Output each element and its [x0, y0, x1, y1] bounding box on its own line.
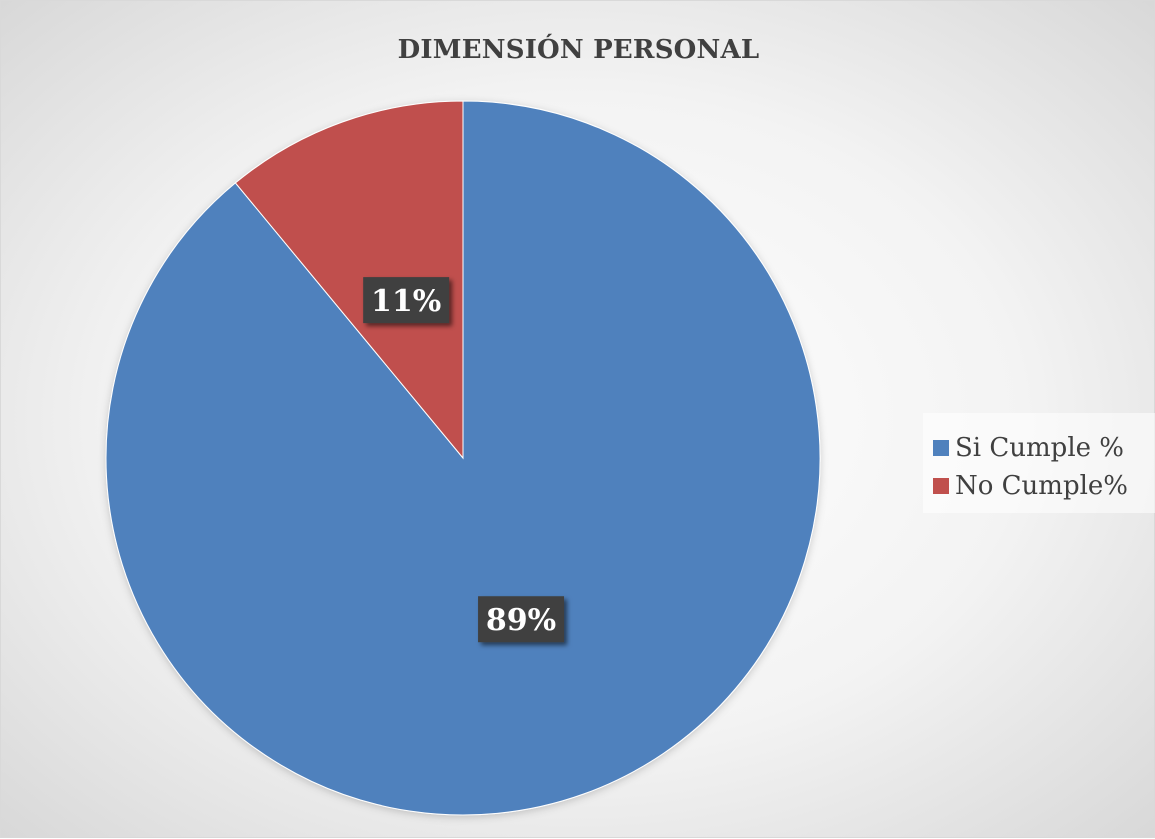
- legend-label-no-cumple: No Cumple%: [955, 471, 1129, 501]
- data-label-si-cumple: 89%: [478, 596, 565, 643]
- pie-slice-no-cumple: [234, 100, 464, 460]
- data-label-text-no-cumple: 11%: [371, 284, 441, 319]
- data-label-box-no-cumple: [363, 277, 450, 324]
- chart-title: DIMENSIÓN PERSONAL: [397, 35, 760, 65]
- legend-item-si-cumple: Si Cumple %: [933, 433, 1124, 463]
- legend-swatch-si-cumple: [933, 440, 949, 456]
- data-label-text-si-cumple: 89%: [486, 603, 556, 638]
- legend-item-no-cumple: No Cumple%: [933, 471, 1128, 501]
- legend: Si Cumple % No Cumple%: [923, 413, 1155, 513]
- legend-swatch-no-cumple: [933, 478, 949, 494]
- data-label-box-si-cumple: [478, 596, 565, 643]
- legend-label-si-cumple: Si Cumple %: [955, 433, 1124, 463]
- data-label-no-cumple: 11%: [363, 277, 450, 324]
